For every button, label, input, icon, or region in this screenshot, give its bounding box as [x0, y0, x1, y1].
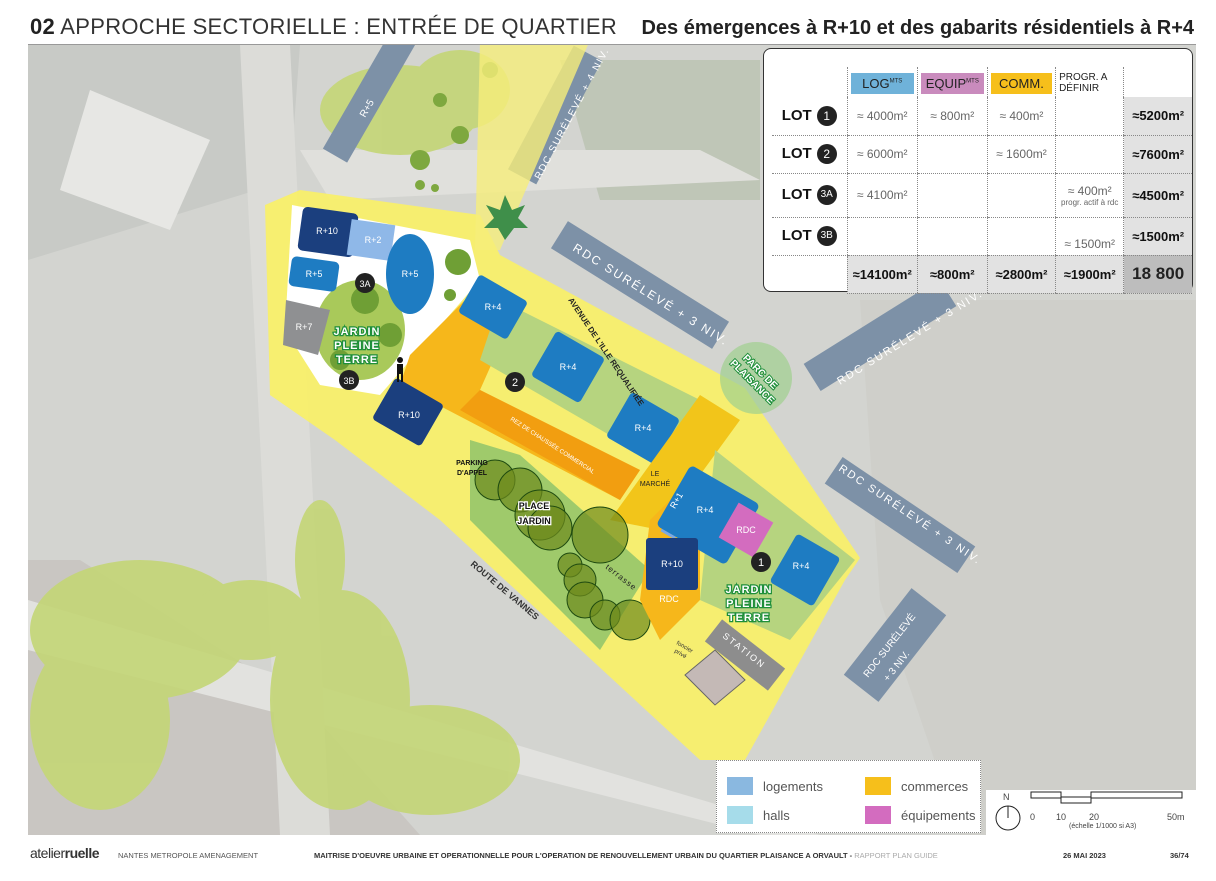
footer-client: NANTES METROPOLE AMENAGEMENT: [118, 851, 259, 860]
building-r10-lot3[interactable]: [297, 206, 359, 258]
label-r4-a: R+4: [485, 302, 502, 312]
label-rdc-comm: RDC: [659, 594, 679, 604]
legend-item-logements: logements: [727, 777, 823, 795]
north-label: N: [1003, 792, 1010, 802]
col-progr: PROGR. A DÉFINIR: [1055, 67, 1124, 97]
label-r4-d: R+4: [697, 505, 714, 515]
north-arrow-icon: [995, 805, 1021, 831]
page-subtitle: Des émergences à R+10 et des gabarits ré…: [641, 17, 1194, 39]
lot-marker-3b: 3B: [343, 376, 354, 386]
scale-bar: N 0 10 20 50m (échelle 1/1000 si A3): [986, 790, 1196, 835]
footer: atelierruelle NANTES METROPOLE AMENAGEME…: [0, 842, 1216, 872]
label-r10-lot3: R+10: [316, 226, 338, 236]
page-number: 36/74: [1170, 851, 1189, 860]
label-r4-b: R+4: [560, 362, 577, 372]
star-tree-icon: [484, 195, 528, 240]
label-place-2: JARDIN: [517, 516, 551, 526]
lot-marker-3a: 3A: [359, 279, 370, 289]
label-r7: R+7: [296, 322, 313, 332]
table-row: LOT 3A ≈ 4100m² ≈ 400m² progr. actif à rdc…: [772, 173, 1192, 218]
building-r10-lot2[interactable]: [372, 377, 444, 447]
label-r10-lot1: R+10: [661, 559, 683, 569]
parc-de-plaisance[interactable]: [720, 342, 792, 414]
pedestrian-icon: [397, 357, 403, 382]
label-r4-e: R+4: [793, 561, 810, 571]
existing-buildings: [322, 45, 976, 702]
building-r7[interactable]: [283, 300, 330, 355]
building-r5-a[interactable]: [288, 256, 340, 292]
lot-marker-2: 2: [512, 377, 518, 389]
note-progr-actif: progr. actif à rdc: [1061, 197, 1119, 207]
building-r2[interactable]: [346, 219, 396, 261]
building-r4-c[interactable]: [606, 391, 680, 464]
label-marche-1: LE: [651, 471, 660, 478]
label-rdc-equip: RDC: [736, 525, 756, 535]
table-row: LOT 1 ≈ 4000m² ≈ 800m² ≈ 400m² ≈5200m²: [772, 97, 1192, 136]
section-number: 02: [30, 14, 56, 39]
logo: atelierruelle: [30, 845, 100, 861]
label-jardin-lot3-2: PLEINE: [334, 340, 380, 352]
program-table: LOGMTS EQUIPMTS COMM. PROGR. A DÉFINIR L…: [763, 48, 1193, 294]
section-title-text: APPROCHE SECTORIELLE : ENTRÉE DE QUARTIE…: [60, 14, 618, 39]
legend-item-commerces: commerces: [865, 777, 968, 795]
footer-mission: MAITRISE D'OEUVRE URBAINE ET OPERATIONNE…: [314, 851, 938, 860]
col-comm: COMM.: [986, 67, 1056, 97]
label-jardin-lot3-3: TERRE: [336, 354, 378, 366]
trees: [474, 459, 651, 641]
table-row: LOT 2 ≈ 6000m² ≈ 1600m² ≈7600m²: [772, 135, 1192, 174]
legend-item-equipements: équipements: [865, 806, 975, 824]
building-r4-b[interactable]: [531, 330, 605, 403]
table-row: LOT 3B ≈ 1500m² ≈1500m²: [772, 217, 1192, 256]
legend-item-halls: halls: [727, 806, 790, 824]
building-rdc-equip[interactable]: [718, 502, 774, 558]
col-equip: EQUIPMTS: [916, 67, 988, 97]
label-jardin-lot1-2: PLEINE: [726, 598, 772, 610]
label-r2: R+2: [365, 235, 382, 245]
label-r5-a: R+5: [306, 269, 323, 279]
building-r5-b[interactable]: [386, 234, 434, 314]
label-parking-2: D'APPEL: [457, 470, 488, 477]
grand-total: 18 800: [1123, 255, 1192, 294]
station-building: [704, 619, 786, 691]
col-log: LOGMTS: [846, 67, 918, 97]
label-parking-1: PARKING: [456, 460, 488, 467]
label-r5-b: R+5: [402, 269, 419, 279]
section-title: 02 APPROCHE SECTORIELLE : ENTRÉE DE QUAR…: [30, 14, 617, 40]
table-totals-row: ≈14100m² ≈800m² ≈2800m² ≈1900m² 18 800: [772, 255, 1192, 294]
header-divider: [28, 44, 1196, 45]
building-r10-lot1[interactable]: [646, 538, 698, 590]
building-r4-a[interactable]: [458, 274, 528, 340]
label-jardin-lot1-3: TERRE: [728, 612, 770, 624]
label-r10-lot2: R+10: [398, 410, 420, 420]
label-place-1: PLACE: [519, 501, 550, 511]
footer-date: 26 MAI 2023: [1063, 851, 1106, 860]
label-jardin-lot3-1: JARDIN: [334, 326, 381, 338]
label-jardin-lot1-1: JARDIN: [726, 584, 773, 596]
building-r4-e[interactable]: [769, 533, 840, 606]
lot-marker-1: 1: [758, 557, 764, 569]
label-marche-2: MARCHÉ: [640, 479, 671, 488]
legend: logements commerces halls équipements: [716, 760, 981, 833]
label-r4-c: R+4: [635, 423, 652, 433]
